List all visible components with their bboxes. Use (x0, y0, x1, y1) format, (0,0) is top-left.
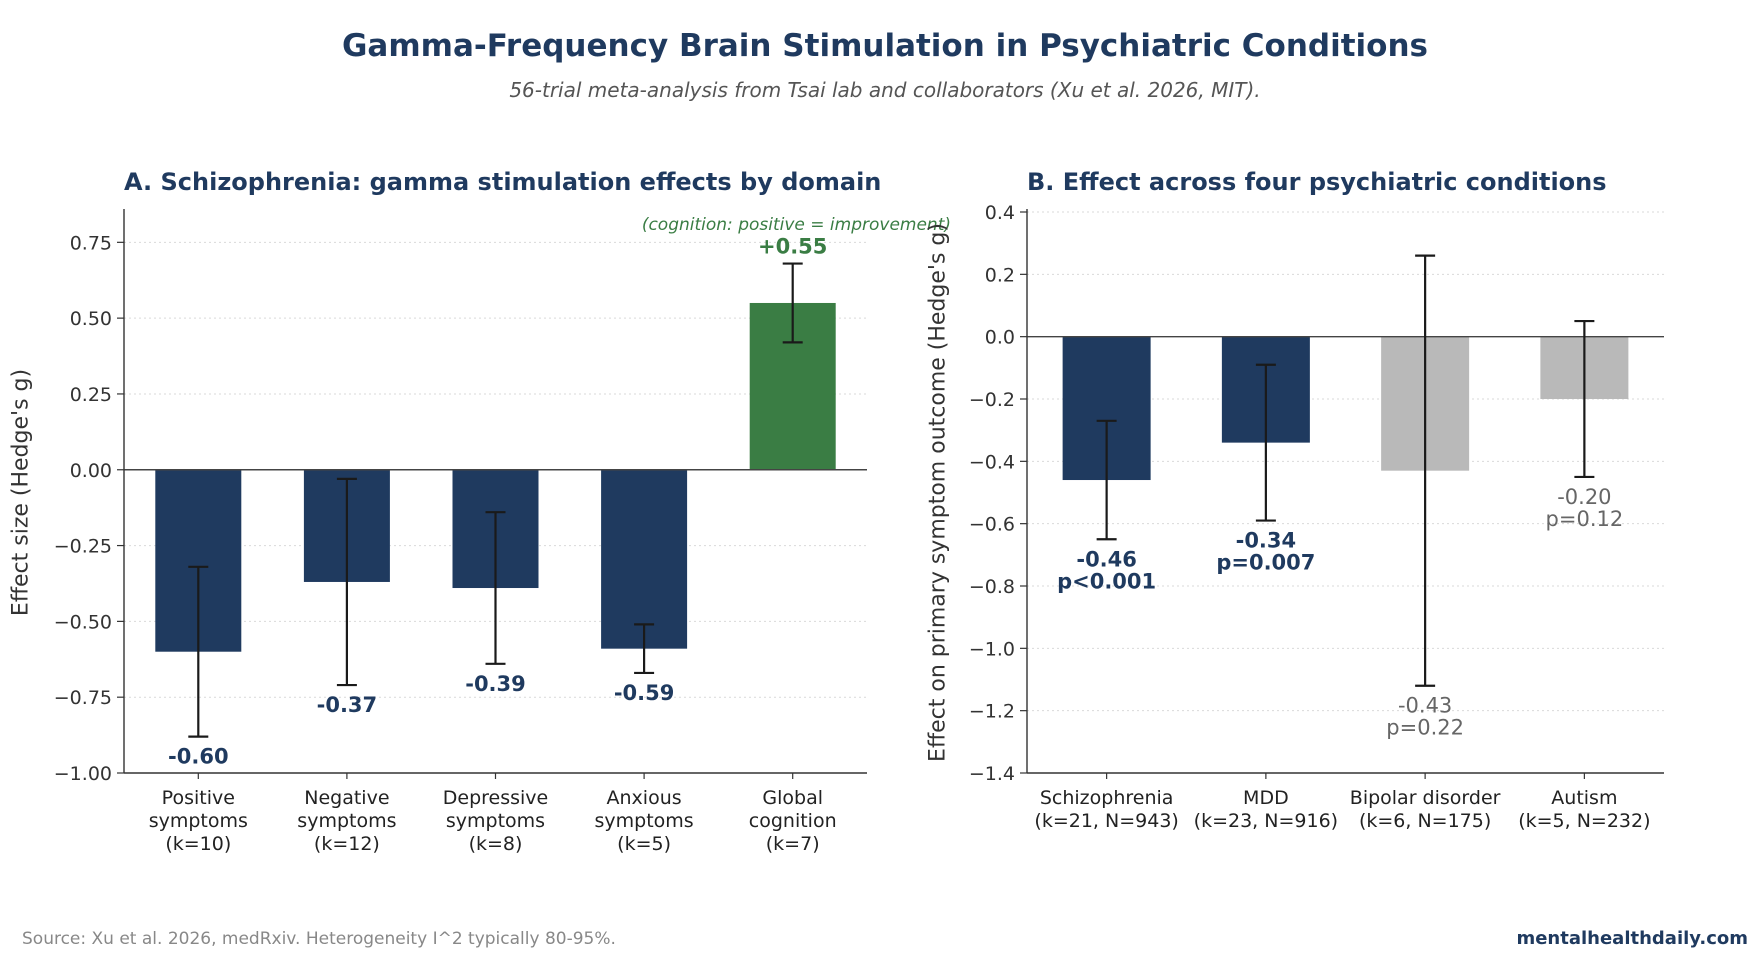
x-tick-label: symptoms (594, 810, 693, 832)
y-tick-label: 0.75 (70, 232, 112, 254)
value-label: p=0.007 (1216, 551, 1315, 575)
source-note: Source: Xu et al. 2026, medRxiv. Heterog… (22, 929, 616, 949)
x-tick-label: symptoms (446, 810, 545, 832)
x-tick-label: (k=21, N=943) (1034, 810, 1178, 832)
y-axis-label: Effect on primary symptom outcome (Hedge… (926, 223, 951, 762)
value-label: -0.39 (465, 672, 526, 696)
y-tick-label: −0.6 (969, 514, 1015, 536)
x-tick-label: (k=23, N=916) (1194, 810, 1338, 832)
x-tick-label: MDD (1243, 787, 1289, 809)
x-tick-label: (k=5, N=232) (1518, 810, 1650, 832)
x-tick-label: cognition (749, 810, 837, 832)
x-tick-label: (k=7) (766, 833, 820, 855)
y-tick-label: −0.4 (969, 451, 1015, 473)
value-label: -0.34 (1236, 529, 1297, 553)
y-tick-label: −1.0 (969, 638, 1015, 660)
value-label: -0.37 (317, 693, 378, 717)
y-tick-label: 0.4 (985, 202, 1015, 224)
y-tick-label: 0.2 (985, 264, 1015, 286)
value-label: -0.59 (614, 681, 675, 705)
x-tick-label: Negative (304, 787, 389, 809)
value-label: -0.60 (168, 745, 229, 769)
x-tick-label: symptoms (297, 810, 396, 832)
y-tick-label: 0.50 (70, 308, 112, 330)
brand-link[interactable]: mentalhealthdaily.com (1516, 928, 1748, 949)
y-tick-label: −0.75 (54, 687, 112, 709)
y-tick-label: 0.00 (70, 460, 112, 482)
figure-subtitle: 56-trial meta-analysis from Tsai lab and… (509, 78, 1260, 102)
x-tick-label: Schizophrenia (1040, 787, 1174, 809)
annotation-note: (cognition: positive = improvement) (642, 215, 951, 235)
y-tick-label: −1.00 (54, 763, 112, 785)
x-tick-label: (k=10) (165, 833, 231, 855)
y-tick-label: −1.2 (969, 701, 1015, 723)
x-tick-label: (k=8) (469, 833, 523, 855)
x-tick-label: Autism (1551, 787, 1617, 809)
x-tick-label: Anxious (607, 787, 682, 809)
bar (601, 469, 688, 649)
x-tick-label: (k=12) (314, 833, 380, 855)
value-label: -0.20 (1557, 485, 1611, 509)
x-tick-label: (k=6, N=175) (1359, 810, 1491, 832)
x-tick-label: Depressive (443, 787, 548, 809)
value-label: +0.55 (758, 235, 827, 259)
value-label: p=0.12 (1546, 507, 1624, 531)
y-tick-label: 0.25 (70, 384, 112, 406)
panel-b-chart: B. Effect across four psychiatric condit… (926, 168, 1664, 832)
y-tick-label: −0.8 (969, 576, 1015, 598)
y-tick-label: −1.4 (969, 763, 1015, 785)
y-axis-label: Effect size (Hedge's g) (9, 369, 34, 616)
panel-a-chart: A. Schizophrenia: gamma stimulation effe… (9, 168, 951, 855)
y-tick-label: −0.25 (54, 536, 112, 558)
y-tick-label: −0.50 (54, 611, 112, 633)
value-label: p=0.22 (1386, 716, 1464, 740)
panel-title: B. Effect across four psychiatric condit… (1027, 168, 1607, 196)
value-label: p<0.001 (1057, 569, 1156, 593)
y-tick-label: 0.0 (985, 327, 1015, 349)
x-tick-label: Bipolar disorder (1350, 787, 1501, 809)
value-label: -0.43 (1398, 694, 1452, 718)
x-tick-label: symptoms (149, 810, 248, 832)
value-label: -0.46 (1076, 547, 1137, 571)
figure-title: Gamma-Frequency Brain Stimulation in Psy… (342, 28, 1428, 64)
x-tick-label: (k=5) (617, 833, 671, 855)
panel-title: A. Schizophrenia: gamma stimulation effe… (124, 168, 881, 196)
x-tick-label: Positive (162, 787, 235, 809)
y-tick-label: −0.2 (969, 389, 1015, 411)
x-tick-label: Global (762, 787, 823, 809)
